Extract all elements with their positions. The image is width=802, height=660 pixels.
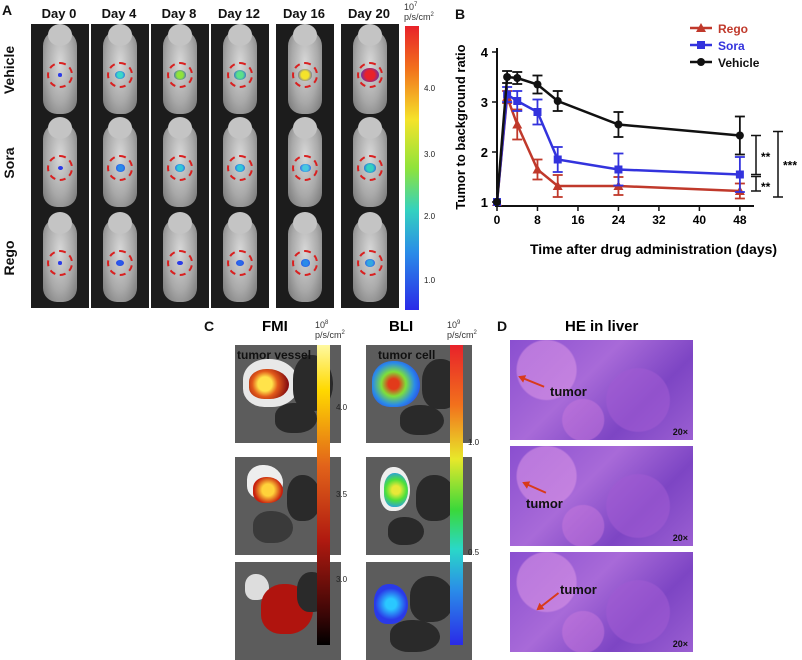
y-tick-label: 4 <box>481 45 489 60</box>
panel-c-label: C <box>204 318 215 334</box>
day-label-1: Day 4 <box>101 6 137 21</box>
data-point <box>553 97 562 105</box>
fmi-tick-35: 3.5 <box>336 490 348 499</box>
panel-a-tick-4: 4.0 <box>424 84 436 93</box>
mouse-image <box>211 212 269 308</box>
bli-tick-05: 0.5 <box>468 548 480 557</box>
panel-b-label: B <box>455 6 466 22</box>
legend-label-sora: Sora <box>718 39 745 53</box>
legend-marker <box>697 58 705 66</box>
he-tumor-label-1: tumor <box>550 384 587 399</box>
he-magnification-3: 20× <box>672 639 688 649</box>
data-point <box>735 131 744 140</box>
day-label-0: Day 0 <box>41 6 77 21</box>
data-point <box>503 90 512 99</box>
mouse-image <box>341 117 399 213</box>
panel-a-tick-2: 2.0 <box>424 212 436 221</box>
he-image-2: tumor 20× <box>510 446 693 546</box>
y-axis-label: Tumor to background ratio <box>453 44 468 209</box>
panel-a-tick-3: 3.0 <box>424 150 436 159</box>
fmi-title: FMI <box>262 318 288 335</box>
fmi-note: tumor vessel <box>237 348 312 362</box>
fmi-scale-title: 108 p/s/cm2 <box>315 320 345 340</box>
mouse-image <box>276 212 334 308</box>
sig-label: ** <box>761 180 771 194</box>
y-tick-label: 2 <box>481 145 488 160</box>
bli-scale-title: 109 p/s/cm2 <box>447 320 477 340</box>
mouse-image <box>341 24 399 120</box>
fmi-tick-3: 3.0 <box>336 575 348 584</box>
mouse-image <box>341 212 399 308</box>
he-tumor-label-2: tumor <box>526 496 563 511</box>
mouse-image <box>31 117 89 213</box>
mouse-image <box>91 117 149 213</box>
fmi-colorbar <box>317 345 330 645</box>
fmi-tick-4: 4.0 <box>336 403 348 412</box>
mouse-image <box>151 117 209 213</box>
data-point <box>503 73 512 81</box>
day-label-2: Day 8 <box>161 6 197 21</box>
data-point <box>614 165 623 174</box>
data-point <box>493 198 501 206</box>
data-point <box>552 181 563 190</box>
bli-title: BLI <box>389 318 414 335</box>
panel-a-tick-1: 1.0 <box>424 276 436 285</box>
panel-a-label: A <box>2 2 13 18</box>
x-tick-label: 48 <box>733 213 747 227</box>
legend-label-vehicle: Vehicle <box>718 56 760 70</box>
he-image-3: tumor 20× <box>510 552 693 652</box>
mouse-image <box>91 212 149 308</box>
bli-colorbar <box>450 345 463 645</box>
data-point <box>735 170 744 179</box>
x-tick-label: 32 <box>652 213 666 227</box>
he-image-1: tumor 20× <box>510 340 693 440</box>
panel-a-scale-title: 107 p/s/cm2 <box>404 2 434 22</box>
mouse-image <box>31 212 89 308</box>
y-tick-label: 3 <box>481 95 488 110</box>
row-label-vehicle: Vehicle <box>1 45 17 95</box>
day-label-4: Day 16 <box>283 6 325 21</box>
data-point <box>513 97 522 105</box>
mouse-image <box>151 24 209 120</box>
mouse-image <box>211 24 269 120</box>
data-point <box>553 155 562 164</box>
mouse-image <box>31 24 89 120</box>
mouse-image <box>276 117 334 213</box>
y-tick-label: 1 <box>481 195 488 210</box>
bli-note: tumor cell <box>378 348 436 362</box>
mouse-image <box>91 24 149 120</box>
data-point <box>533 108 542 116</box>
legend-label-rego: Rego <box>718 22 748 36</box>
panel-d-label: D <box>497 318 508 334</box>
x-tick-label: 24 <box>612 213 626 227</box>
x-tick-label: 8 <box>534 213 541 227</box>
he-magnification-2: 20× <box>672 533 688 543</box>
sig-label: ** <box>761 150 771 164</box>
panel-a-colorbar <box>405 26 419 310</box>
mouse-image <box>151 212 209 308</box>
data-point <box>532 164 543 174</box>
he-tumor-label-3: tumor <box>560 582 597 597</box>
legend-marker <box>697 41 705 49</box>
he-magnification-1: 20× <box>672 427 688 437</box>
x-axis-label: Time after drug administration (days) <box>530 241 777 257</box>
x-tick-label: 16 <box>571 213 585 227</box>
x-tick-label: 0 <box>494 213 501 227</box>
panel-d-title: HE in liver <box>565 318 639 335</box>
sig-label: *** <box>783 158 797 172</box>
row-label-rego: Rego <box>1 240 17 276</box>
mouse-image <box>276 24 334 120</box>
row-label-sora: Sora <box>1 147 17 179</box>
bli-tick-1: 1.0 <box>468 438 480 447</box>
legend-marker <box>696 23 706 32</box>
mouse-image <box>211 117 269 213</box>
x-tick-label: 40 <box>693 213 707 227</box>
day-label-5: Day 20 <box>348 6 390 21</box>
data-point <box>614 120 623 129</box>
data-point <box>513 74 522 82</box>
day-label-3: Day 12 <box>218 6 260 21</box>
data-point <box>533 80 542 89</box>
data-point <box>512 119 523 129</box>
